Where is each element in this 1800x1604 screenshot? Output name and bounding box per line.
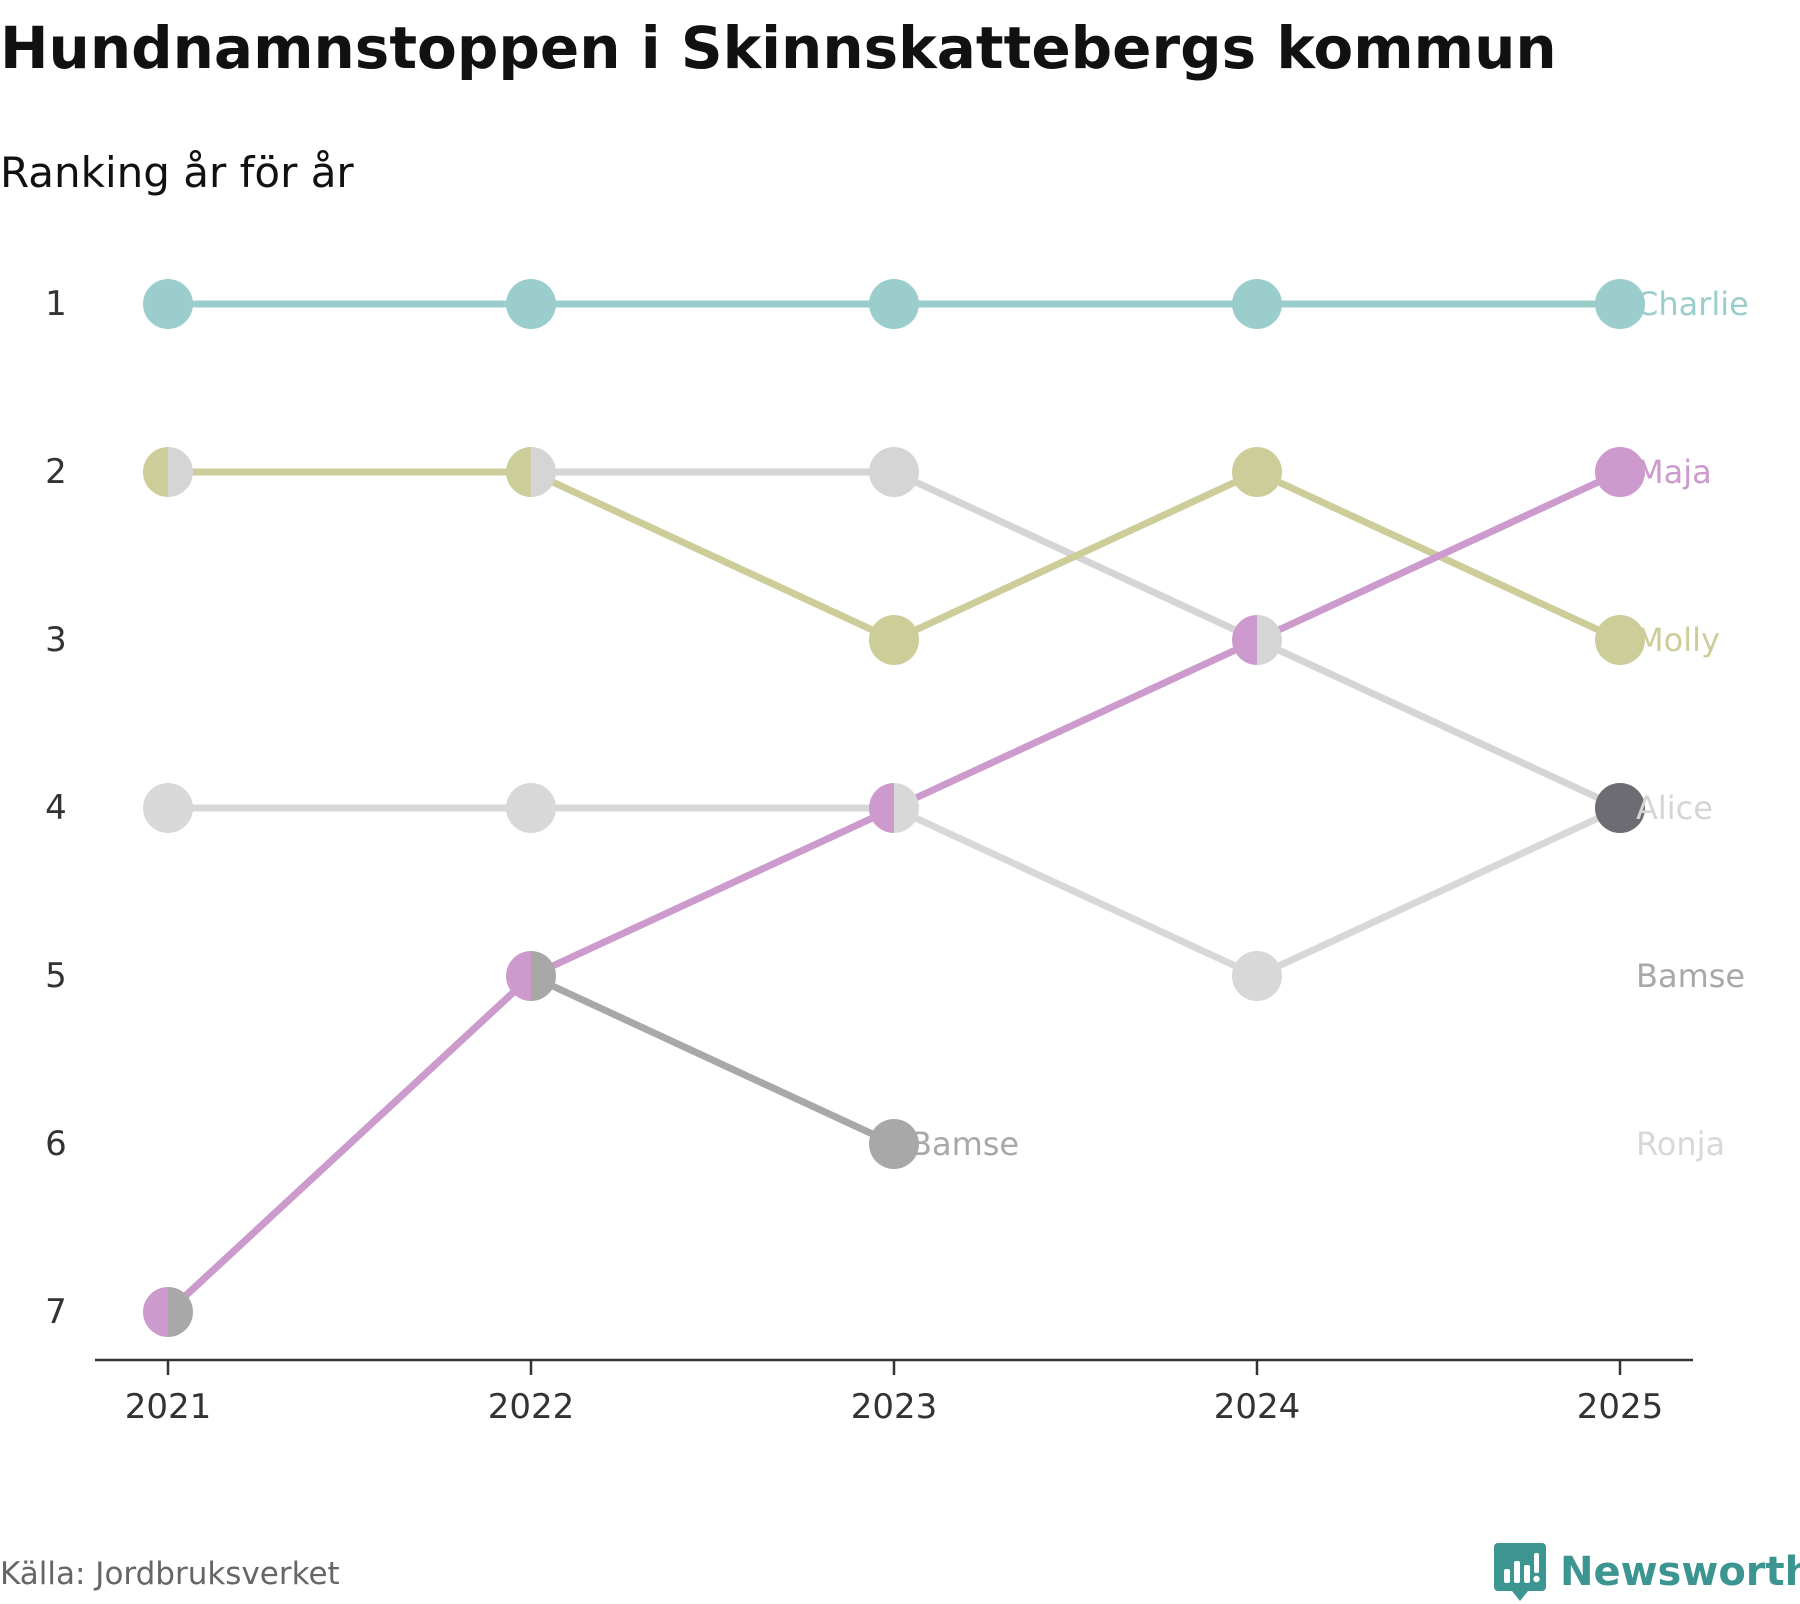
point-ronja-2022 [506, 783, 556, 833]
brand-name: Newsworthy [1560, 1549, 1800, 1595]
point-charlie-2025 [1595, 279, 1645, 329]
point-maja-2025 [1595, 447, 1645, 497]
point-maja-2024 [1232, 615, 1257, 665]
y-tick-label: 7 [45, 1292, 67, 1332]
point-ronja-2024 [1232, 951, 1282, 1001]
series-label-ronja-2025: Ronja [1636, 1125, 1725, 1163]
x-tick-label: 2025 [1577, 1387, 1664, 1427]
point-ronja-2021 [143, 783, 193, 833]
point-alice-2022 [531, 447, 556, 497]
series-label-bamse-2025: Bamse [1636, 957, 1745, 995]
x-tick-label: 2022 [488, 1387, 575, 1427]
point-maja-2021 [143, 1287, 168, 1337]
point-maja-2023 [869, 783, 894, 833]
point-alice-2024 [1257, 615, 1282, 665]
point-ronja-2023 [894, 783, 919, 833]
point-bamse-2023 [869, 1119, 919, 1169]
series-line-bamse [164, 972, 898, 1316]
series-end-labels: Charlie Maja Molly Alice Bamse Ronja Bamse [910, 285, 1749, 1163]
highlight-point-2025 [1595, 783, 1645, 833]
series-label-molly-2025: Molly [1636, 621, 1720, 659]
point-molly-2022 [506, 447, 531, 497]
point-molly-2025 [1595, 615, 1645, 665]
point-molly-2021 [143, 447, 168, 497]
point-bamse-2021 [168, 1287, 193, 1337]
x-tick-label: 2024 [1214, 1387, 1301, 1427]
newsworthy-logo-icon [1494, 1543, 1546, 1601]
series-line-ronja [164, 804, 1624, 980]
series-label-maja-2025: Maja [1636, 453, 1712, 491]
point-molly-2024 [1232, 447, 1282, 497]
point-maja-2022 [506, 951, 531, 1001]
y-axis-tick-labels: 1 2 3 4 5 6 7 [45, 284, 67, 1332]
point-molly-2023 [869, 615, 919, 665]
y-tick-label: 2 [45, 452, 67, 492]
point-charlie-2022 [506, 279, 556, 329]
point-charlie-2021 [143, 279, 193, 329]
y-tick-label: 3 [45, 620, 67, 660]
point-bamse-2022 [531, 951, 556, 1001]
point-alice-2023 [869, 447, 919, 497]
x-tick-label: 2023 [851, 1387, 938, 1427]
y-tick-label: 5 [45, 956, 67, 996]
source-note: Källa: Jordbruksverket [0, 1556, 340, 1592]
point-charlie-2024 [1232, 279, 1282, 329]
chart-title: Hundnamnstoppen i Skinnskattebergs kommu… [0, 14, 1557, 82]
series-line-molly [164, 468, 1624, 644]
chart-subtitle: Ranking år för år [0, 148, 354, 197]
series-line-maja [164, 468, 1624, 1316]
y-tick-label: 4 [45, 788, 67, 828]
x-tick-label: 2021 [125, 1387, 212, 1427]
series-label-bamse-2023: Bamse [910, 1125, 1019, 1163]
brand-logo[interactable]: Newsworthy [1494, 1540, 1800, 1604]
y-tick-label: 6 [45, 1124, 67, 1164]
point-alice-2021 [168, 447, 193, 497]
x-axis-ticks: 2021 2022 2023 2024 2025 [125, 1360, 1664, 1427]
series-label-charlie-2025: Charlie [1636, 285, 1749, 323]
y-tick-label: 1 [45, 284, 67, 324]
series-label-alice-2025: Alice [1636, 789, 1713, 827]
point-charlie-2023 [869, 279, 919, 329]
series-dots [143, 279, 1645, 1337]
